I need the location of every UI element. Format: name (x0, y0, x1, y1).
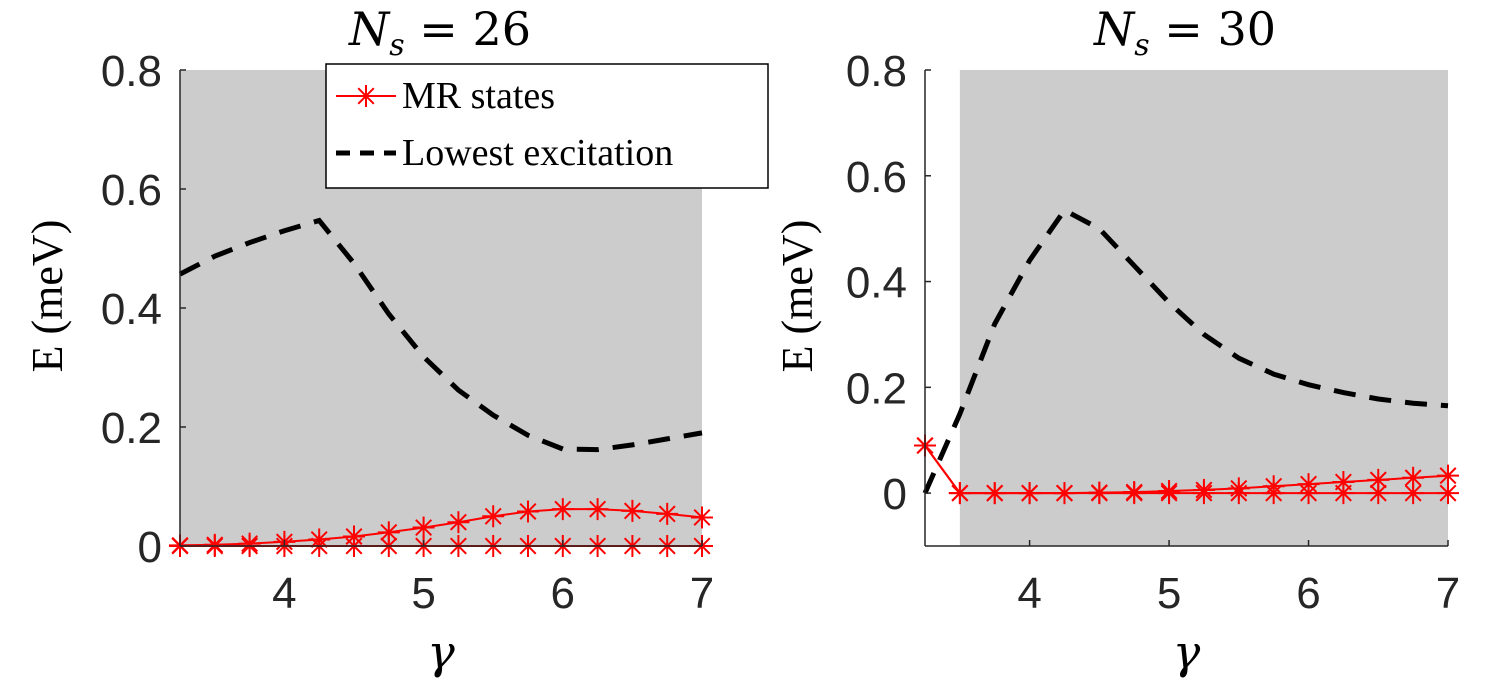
data-point-marker (447, 511, 470, 534)
data-point-marker (551, 498, 574, 521)
series-group (914, 206, 1459, 505)
data-point-marker (1053, 482, 1076, 505)
data-point-marker (621, 499, 644, 522)
data-point-marker (1123, 482, 1146, 505)
chart-title: Ns = 30 (1093, 2, 1276, 63)
data-point-marker (1227, 482, 1250, 505)
x-tick-label: 6 (1296, 569, 1320, 618)
axes: 4 5 6 7 0 0.2 0.4 0.6 0.8 (846, 47, 1460, 618)
y-tick-label: 0.6 (101, 166, 162, 215)
x-tick-label: 6 (551, 569, 575, 618)
x-axis-label: γ (427, 625, 455, 679)
panel-ns30: 4 5 6 7 0 0.2 0.4 0.6 0.8 Ns = 30 γ E (meV) (773, 2, 1460, 679)
series-mr-states-1 (914, 434, 1459, 505)
data-point-marker (1262, 482, 1285, 505)
data-point-marker (1437, 482, 1459, 505)
title-subscript: s (389, 28, 404, 63)
data-point-marker (1367, 468, 1390, 491)
x-tick-label: 7 (690, 569, 714, 618)
data-point-marker (1158, 482, 1181, 505)
y-axis-label: E (meV) (23, 220, 72, 373)
title-value: = 26 (405, 2, 531, 56)
data-point-marker (1332, 482, 1355, 505)
x-tick-label: 7 (1436, 569, 1460, 618)
x-axis-label: γ (1173, 625, 1201, 679)
x-tick-label: 4 (1017, 569, 1041, 618)
data-point-marker (1367, 482, 1390, 505)
data-point-marker (983, 482, 1006, 505)
legend-label-lowest-excitation: Lowest excitation (402, 132, 673, 174)
title-symbol: N (348, 2, 391, 56)
legend-star-marker (355, 85, 377, 107)
panel-ns26: 4 5 6 7 0 0.2 0.4 0.6 0.8 Ns = 26 γ E (meV) MR s… (23, 2, 769, 679)
data-point-marker (1297, 482, 1320, 505)
x-tick-label: 5 (1157, 569, 1181, 618)
data-point-marker (691, 506, 713, 529)
axes: 4 5 6 7 0 0.2 0.4 0.6 0.8 (101, 47, 714, 618)
legend: MR states Lowest excitation (325, 63, 769, 189)
y-axis-label: E (meV) (773, 220, 822, 373)
series-lowest-excitation (178, 217, 703, 453)
y-tick-label: 0.2 (101, 404, 162, 453)
series-line (179, 508, 703, 547)
x-tick-label: 5 (411, 569, 435, 618)
series-lowest-excitation (922, 206, 1449, 495)
data-point-marker (586, 498, 609, 521)
series-line (924, 444, 1448, 495)
legend-label-mr-states: MR states (402, 75, 555, 117)
data-point-marker (482, 505, 505, 528)
data-point-marker (948, 482, 971, 505)
legend-box (325, 63, 769, 189)
y-tick-label: 0.4 (101, 285, 162, 334)
chart-title: Ns = 26 (348, 2, 531, 63)
y-tick-label: 0 (138, 523, 162, 572)
title-symbol: N (1093, 2, 1136, 56)
data-point-marker (517, 500, 539, 523)
legend-star-icon (355, 85, 377, 107)
y-tick-label: 0.8 (846, 47, 907, 96)
x-tick-label: 4 (272, 569, 296, 618)
title-value: = 30 (1150, 2, 1276, 56)
y-tick-label: 0 (883, 470, 907, 519)
data-point-marker (1402, 482, 1425, 505)
data-point-marker (377, 521, 400, 544)
data-point-marker (656, 502, 679, 525)
y-tick-label: 0.4 (846, 259, 907, 308)
data-point-marker (1018, 482, 1041, 505)
y-tick-label: 0.8 (101, 47, 162, 96)
data-point-marker (412, 516, 435, 539)
y-tick-label: 0.6 (846, 153, 907, 202)
shaded-region (959, 70, 1448, 546)
data-point-marker (1088, 482, 1111, 505)
y-tick-label: 0.2 (846, 364, 907, 413)
title-subscript: s (1134, 28, 1149, 63)
data-point-marker (1192, 482, 1215, 505)
